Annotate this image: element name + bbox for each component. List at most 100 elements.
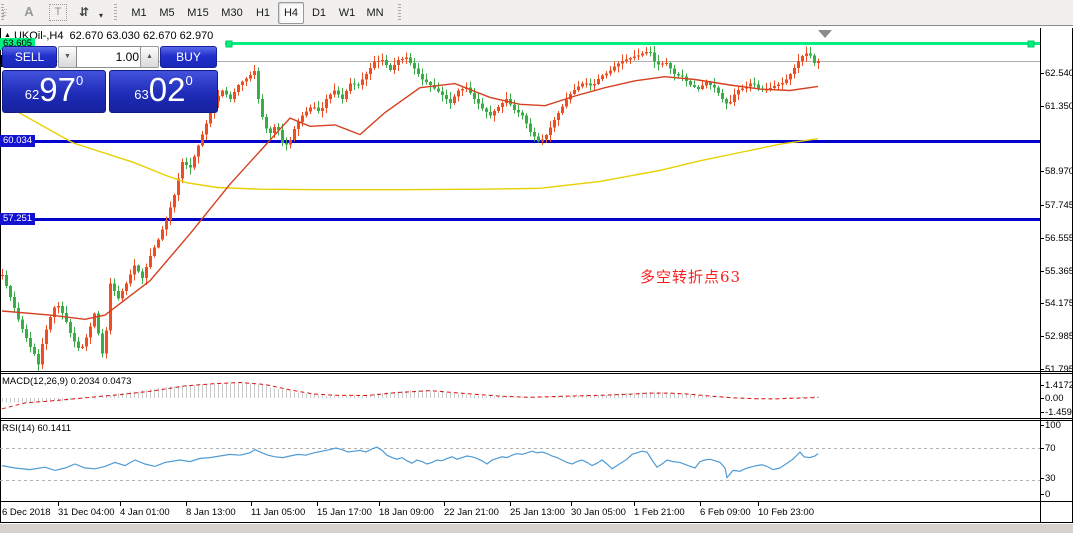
candle	[293, 129, 296, 141]
candle	[613, 66, 616, 71]
timeframe-button-m30[interactable]: M30	[221, 7, 243, 19]
candle	[265, 117, 268, 129]
timeframe-button-mn[interactable]: MN	[366, 7, 384, 19]
candle	[521, 112, 524, 116]
time-axis-label: 8 Jan 13:00	[186, 507, 236, 518]
candle	[501, 102, 504, 108]
candle	[789, 73, 792, 80]
candle	[381, 60, 384, 62]
candle	[37, 354, 40, 365]
chevron-down-icon[interactable]: ▾	[98, 11, 103, 20]
candle	[673, 68, 676, 74]
candle	[429, 82, 432, 85]
chart-annotation-text: 多空转折点63	[640, 268, 742, 286]
candle	[89, 326, 92, 338]
candle	[289, 140, 292, 145]
candle	[201, 134, 204, 146]
candle	[693, 84, 696, 88]
candle	[277, 126, 280, 130]
timeframe-button-h4[interactable]: H4	[278, 2, 304, 24]
candle	[117, 291, 120, 299]
timeframe-button-w1[interactable]: W1	[338, 7, 356, 19]
candle	[29, 337, 32, 347]
timeframe-button-m5[interactable]: M5	[159, 7, 175, 19]
timeframe-button-m15[interactable]: M15	[187, 7, 209, 19]
text-box-tool-icon[interactable]: T	[49, 4, 67, 21]
candle	[681, 75, 684, 77]
candle	[253, 71, 256, 75]
volume-input[interactable]	[76, 46, 144, 68]
volume-down-button[interactable]: ▼	[58, 46, 77, 68]
text-label-tool-icon[interactable]: A	[24, 4, 34, 19]
candle	[349, 83, 352, 92]
candle	[513, 104, 516, 110]
candle	[617, 63, 620, 67]
candle	[413, 62, 416, 69]
candle	[269, 128, 272, 134]
candle	[17, 308, 20, 320]
buy-price-small: 63	[134, 87, 149, 102]
candle	[781, 82, 784, 85]
candle	[733, 94, 736, 102]
toolbar-grip[interactable]	[1, 4, 4, 21]
candle	[669, 62, 672, 69]
candle	[169, 207, 172, 221]
candle	[649, 51, 652, 53]
candle	[777, 84, 780, 87]
candle	[621, 61, 624, 64]
candle	[793, 67, 796, 74]
volume-up-button[interactable]: ▲	[140, 46, 159, 68]
candle	[585, 83, 588, 85]
candle	[769, 88, 772, 90]
arrow-objects-icon[interactable]: ⇵	[78, 5, 90, 19]
candle	[209, 112, 212, 124]
sell-button[interactable]: SELL	[2, 46, 57, 68]
candle	[609, 70, 612, 74]
candle	[653, 52, 656, 62]
candle	[353, 83, 356, 85]
candle	[421, 73, 424, 80]
candle	[193, 156, 196, 168]
candle	[5, 275, 8, 287]
candle	[45, 329, 48, 345]
price-axis-label: 52.985	[1045, 331, 1073, 342]
candle	[297, 122, 300, 130]
candle	[333, 90, 336, 95]
buy-price-box[interactable]: 63020	[109, 70, 218, 113]
candle	[33, 346, 36, 355]
price-axis-label: 51.795	[1045, 364, 1073, 375]
candle	[525, 115, 528, 124]
candle	[341, 94, 344, 99]
price-axis-label: 56.555	[1045, 233, 1073, 244]
candle	[57, 306, 60, 308]
macd-axis-label: 1.4172	[1045, 380, 1073, 391]
toolbar-grip[interactable]	[114, 4, 117, 21]
candle	[329, 94, 332, 99]
candle	[13, 297, 16, 309]
candle	[561, 106, 564, 114]
candle	[493, 111, 496, 116]
candle	[113, 283, 116, 292]
candle	[93, 313, 96, 327]
toolbar-grip[interactable]	[398, 4, 401, 21]
candle	[697, 87, 700, 90]
buy-button[interactable]: BUY	[160, 46, 217, 68]
timeframe-button-h1[interactable]: H1	[255, 7, 271, 19]
ma-slow-line	[1, 100, 819, 191]
timeframe-button-m1[interactable]: M1	[131, 7, 147, 19]
sell-price-box[interactable]: 62970	[2, 70, 106, 113]
candle	[137, 265, 140, 272]
timeframe-button-d1[interactable]: D1	[311, 7, 327, 19]
time-axis-label: 30 Jan 05:00	[571, 507, 626, 518]
sell-price-big: 97	[39, 71, 76, 108]
price-axis-label: 61.350	[1045, 101, 1073, 112]
sell-price-small: 62	[24, 87, 40, 102]
candle	[61, 306, 64, 314]
window-bottom-edge	[0, 524, 1073, 533]
candle	[581, 83, 584, 87]
candle	[121, 291, 124, 299]
candle	[801, 56, 804, 61]
fibonacci-tool-icon[interactable]: F	[2, 9, 7, 20]
